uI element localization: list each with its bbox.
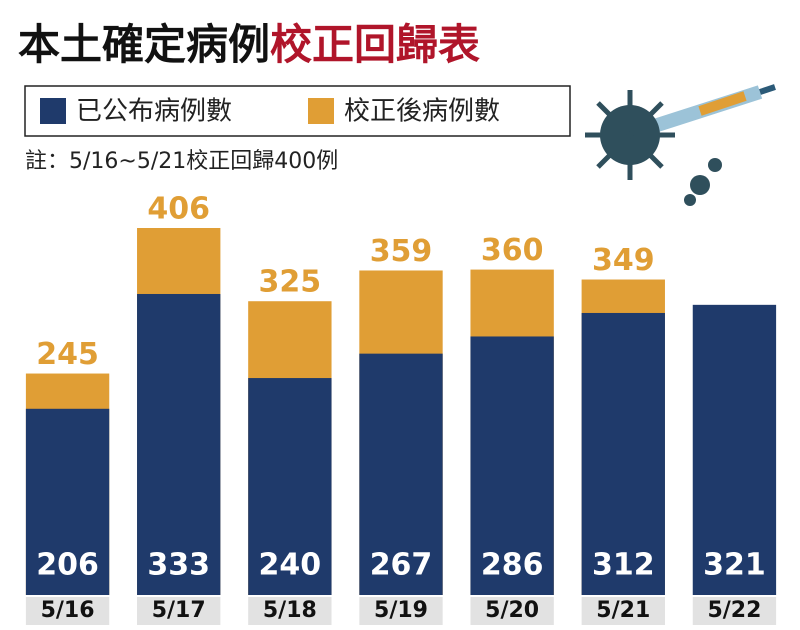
value-label: 321 [703, 548, 766, 583]
value-label: 286 [481, 548, 544, 583]
value-label: 206 [36, 548, 99, 583]
value-label: 245 [36, 337, 99, 372]
value-label: 360 [481, 233, 544, 268]
title-highlight: 校正回歸表 [270, 20, 480, 69]
category-bg [581, 597, 665, 625]
category-bg [470, 597, 554, 625]
category-bg [359, 597, 443, 625]
bar [25, 408, 110, 595]
value-label: 267 [370, 548, 433, 583]
note: 註：5/16~5/21校正回歸400例 [25, 149, 338, 174]
value-label: 359 [370, 234, 433, 269]
legend-label: 已公布病例數 [76, 97, 232, 127]
title-main: 本土確定病例 [18, 20, 270, 69]
bar [581, 312, 665, 595]
value-label: 333 [147, 548, 210, 583]
category-bg [137, 597, 221, 625]
legend-swatch [308, 98, 334, 124]
legend-box [24, 85, 571, 137]
value-label: 325 [259, 265, 322, 300]
category-bg [248, 597, 332, 625]
x-tick-label: 5/21 [596, 598, 650, 623]
x-tick-label: 5/18 [263, 598, 317, 623]
value-label: 240 [259, 548, 322, 583]
bar [359, 353, 443, 595]
x-tick-label: 5/16 [41, 598, 95, 623]
value-label: 312 [592, 548, 655, 583]
virus-icon [585, 84, 776, 206]
bar [137, 293, 221, 595]
category-bg [25, 597, 110, 625]
x-tick-label: 5/22 [707, 598, 761, 623]
x-tick-label: 5/19 [374, 598, 428, 623]
bar [248, 378, 332, 595]
bar [692, 304, 777, 595]
bar [470, 336, 554, 595]
value-label: 406 [147, 192, 210, 227]
legend-label: 校正後病例數 [344, 97, 500, 127]
category-bg [692, 597, 777, 625]
x-tick-label: 5/17 [152, 598, 206, 623]
x-tick-label: 5/20 [485, 598, 539, 623]
value-label: 349 [592, 243, 655, 278]
chart-title: 本土確定病例校正回歸表 [18, 20, 480, 69]
legend-swatch [40, 98, 66, 124]
